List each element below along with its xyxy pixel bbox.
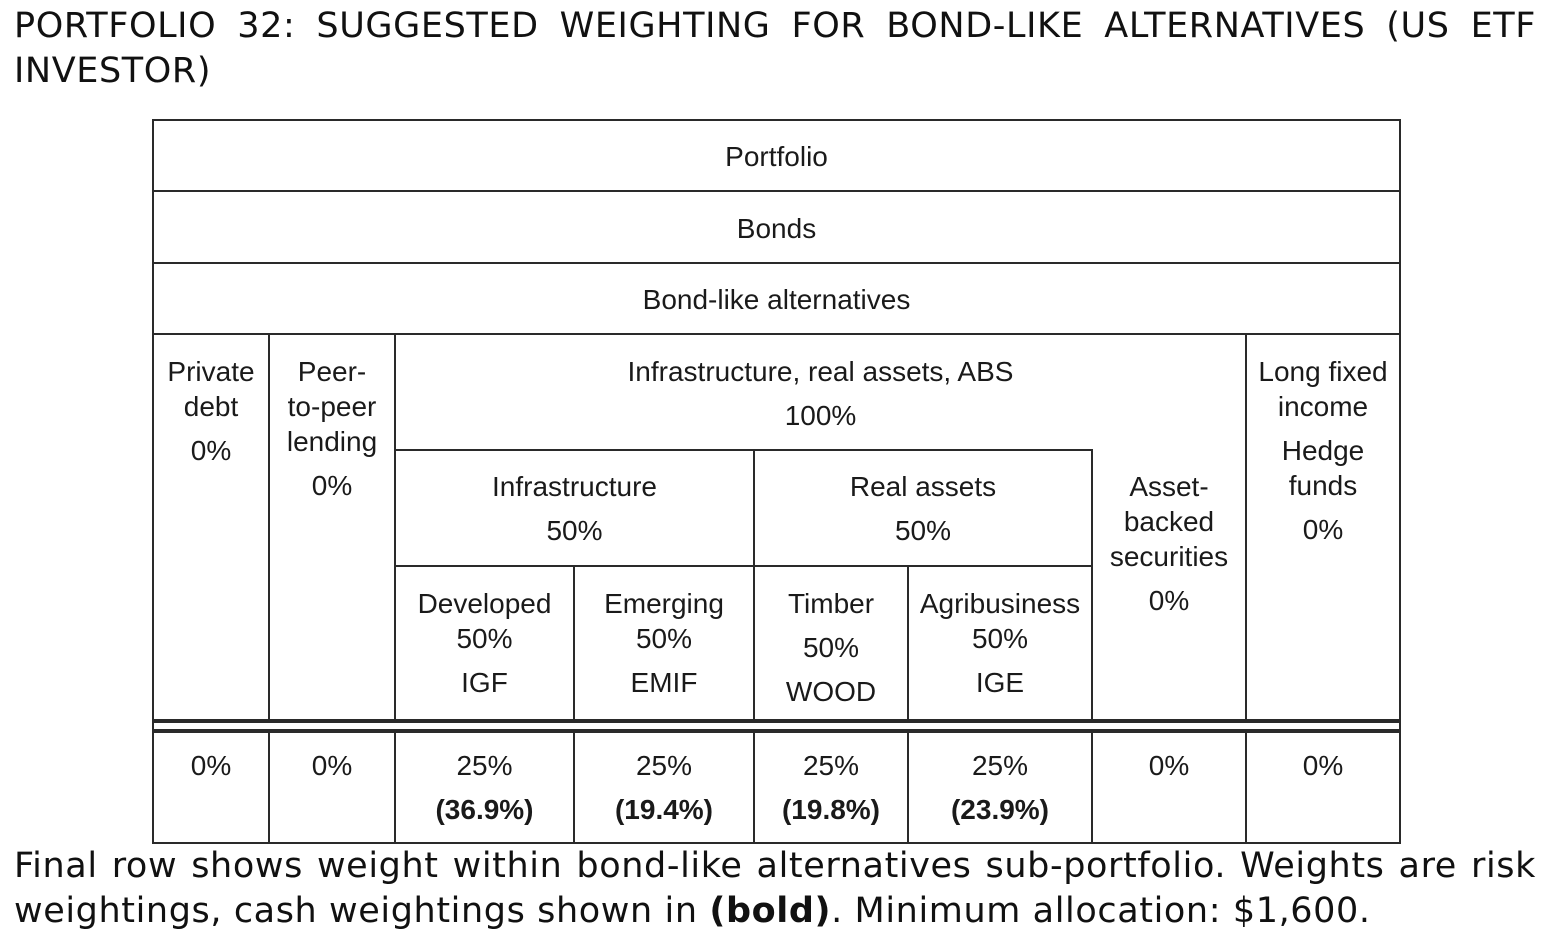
portfolio-header: Portfolio	[725, 141, 828, 172]
double-rule-top	[152, 719, 1401, 723]
table-border-right	[1399, 119, 1401, 844]
column-divider	[394, 731, 396, 843]
final-timber: 25% (19.8%)	[781, 750, 881, 825]
table-border-left	[152, 119, 154, 844]
row-divider	[152, 333, 1401, 335]
column-divider	[1245, 333, 1247, 721]
bond-like-alternatives-header: Bond-like alternatives	[642, 284, 911, 315]
asset-backed-securities-cell: Asset- backed securities 0%	[1109, 471, 1229, 616]
row-divider	[395, 449, 1092, 451]
column-divider	[1245, 731, 1247, 843]
column-divider	[573, 565, 575, 721]
column-divider	[394, 333, 396, 721]
column-divider	[753, 731, 755, 843]
column-divider	[268, 333, 270, 721]
column-divider	[268, 731, 270, 843]
column-divider	[573, 731, 575, 843]
row-divider	[395, 565, 1092, 567]
private-debt-cell: Private debt 0%	[167, 356, 255, 466]
column-divider	[907, 731, 909, 843]
timber-cell: Timber 50% WOOD	[785, 588, 877, 707]
final-peer-to-peer: 0%	[311, 750, 353, 781]
final-emerging: 25% (19.4%)	[614, 750, 714, 825]
final-abs: 0%	[1148, 750, 1190, 781]
long-fixed-income-cell: Long fixed income Hedge funds 0%	[1258, 356, 1388, 545]
column-divider	[753, 449, 755, 721]
column-divider	[907, 565, 909, 721]
developed-cell: Developed 50% IGF	[417, 588, 552, 698]
row-divider	[152, 262, 1401, 264]
caption: Final row shows weight within bond-like …	[14, 846, 1536, 931]
emerging-cell: Emerging 50% EMIF	[604, 588, 724, 698]
infrastructure-cell: Infrastructure 50%	[492, 471, 657, 546]
agribusiness-cell: Agribusiness 50% IGE	[919, 588, 1081, 698]
row-divider	[152, 190, 1401, 192]
final-long-fixed-income: 0%	[1302, 750, 1344, 781]
column-divider	[1091, 731, 1093, 843]
final-developed: 25% (36.9%)	[435, 750, 534, 825]
real-assets-cell: Real assets 50%	[849, 471, 997, 546]
bonds-header: Bonds	[736, 213, 817, 244]
page-title: PORTFOLIO 32: SUGGESTED WEIGHTING FOR BO…	[14, 6, 1536, 91]
column-divider	[1091, 449, 1093, 721]
table-border-top	[152, 119, 1401, 121]
final-private-debt: 0%	[190, 750, 232, 781]
double-rule-bottom	[152, 729, 1401, 733]
peer-to-peer-cell: Peer- to-peer lending 0%	[286, 356, 378, 501]
infra-real-abs-cell: Infrastructure, real assets, ABS 100%	[627, 356, 1014, 431]
table-border-bottom	[152, 842, 1401, 844]
final-agribusiness: 25% (23.9%)	[950, 750, 1050, 825]
